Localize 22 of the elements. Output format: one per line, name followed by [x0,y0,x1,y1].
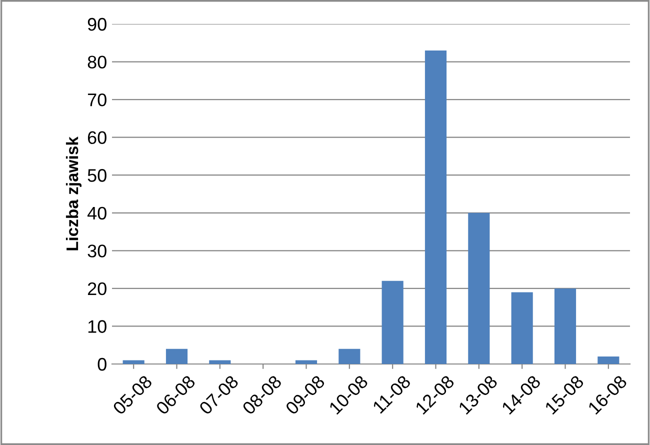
y-tick-label: 0 [98,358,106,371]
bar [382,280,404,364]
y-axis-title: Liczba zjawisk [66,136,82,250]
y-tick-label: 90 [88,18,106,31]
bar [598,356,620,364]
y-tick-label: 80 [88,56,106,68]
bar [554,288,576,364]
y-tick-label: 40 [87,206,106,220]
y-tick-label: 50 [88,169,106,182]
y-tick-label: 10 [88,320,106,333]
y-tick-label: 60 [88,131,106,144]
y-tick-label: 30 [88,244,106,258]
bar [468,212,490,364]
y-tick-label: 20 [88,282,106,296]
y-tick-label: 70 [88,93,106,106]
bar [511,292,533,364]
bar [166,348,188,364]
bar [209,360,231,364]
bar [122,360,144,364]
bar [338,348,360,364]
bar [424,50,447,364]
bar [295,360,318,364]
